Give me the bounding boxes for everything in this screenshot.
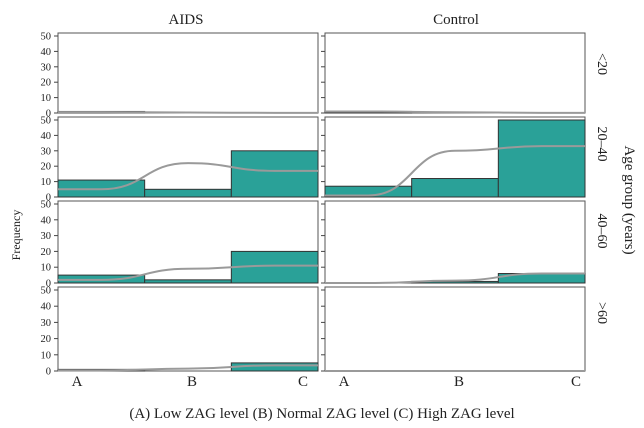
bar-control-1-c	[497, 119, 586, 198]
panels-layer: 0102030405001020304050010203040500102030…	[41, 32, 586, 378]
bar-control-1-b	[411, 178, 499, 198]
fit-curve-control-0	[325, 110, 585, 114]
fit-curve-aids-3	[58, 364, 318, 372]
y-tick-label-aids-2-10: 10	[41, 263, 52, 274]
y-tick-label-aids-3-10: 10	[41, 350, 52, 361]
y-tick-label-aids-3-40: 40	[41, 302, 52, 313]
x-tick-label-aids-b: B	[187, 374, 197, 390]
bar-aids-1-c	[230, 150, 319, 198]
y-tick-label-aids-3-0: 0	[46, 367, 51, 378]
y-tick-label-aids-2-40: 40	[41, 215, 52, 226]
y-tick-label-aids-2-0: 0	[46, 279, 51, 290]
y-tick-label-aids-0-20: 20	[41, 78, 52, 89]
y-tick-label-aids-1-0: 0	[46, 193, 51, 204]
panel-frame-control-0	[324, 32, 586, 114]
y-tick-label-aids-1-50: 50	[41, 116, 52, 127]
y-tick-label-aids-0-0: 0	[46, 109, 51, 120]
y-axis-label: Frequency	[9, 210, 23, 261]
y-tick-label-aids-0-10: 10	[41, 93, 52, 104]
fit-curve-aids-0	[57, 111, 318, 114]
panel-frame-aids-0	[57, 32, 319, 114]
x-tick-label-aids-a: A	[72, 374, 83, 390]
x-tick-label-aids-c: C	[298, 374, 308, 390]
y-tick-label-aids-2-50: 50	[41, 200, 52, 211]
panel-frame-aids-3	[57, 286, 319, 372]
fit-curve-aids-2	[58, 264, 318, 281]
fit-curve-control-2	[324, 272, 585, 285]
panel-frame-control-2	[324, 200, 586, 284]
column-title-control: Control	[433, 12, 479, 28]
y-tick-label-aids-0-30: 30	[41, 62, 52, 73]
y-tick-label-aids-1-30: 30	[41, 146, 52, 157]
row-label-20-40: 20–40	[594, 127, 609, 162]
y-tick-label-aids-1-10: 10	[41, 177, 52, 188]
y-tick-label-aids-3-20: 20	[41, 334, 52, 345]
fit-curve-control-1	[325, 145, 585, 197]
panel-frame-control-3	[324, 286, 586, 372]
row-label-under-20: <20	[594, 53, 609, 75]
y-tick-label-aids-1-40: 40	[41, 131, 52, 142]
x-tick-label-control-b: B	[454, 374, 464, 390]
y-tick-label-aids-0-50: 50	[41, 32, 52, 43]
y-tick-label-aids-3-30: 30	[41, 318, 52, 329]
row-label-over-60: >60	[594, 302, 609, 324]
y-tick-label-aids-2-20: 20	[41, 247, 52, 258]
row-label-40-60: 40–60	[594, 214, 609, 249]
bar-aids-2-b	[144, 279, 232, 284]
caption: (A) Low ZAG level (B) Normal ZAG level (…	[129, 406, 514, 422]
row-axis-label: Age group (years)	[621, 145, 637, 254]
y-tick-label-aids-2-30: 30	[41, 231, 52, 242]
y-tick-label-aids-0-40: 40	[41, 47, 52, 58]
y-tick-label-aids-3-50: 50	[41, 286, 52, 297]
fit-curve-aids-1	[58, 162, 318, 191]
y-tick-label-aids-1-20: 20	[41, 162, 52, 173]
x-tick-label-control-a: A	[339, 374, 350, 390]
bar-aids-1-b	[144, 188, 232, 198]
x-tick-label-control-c: C	[571, 374, 581, 390]
column-title-aids: AIDS	[168, 12, 203, 28]
